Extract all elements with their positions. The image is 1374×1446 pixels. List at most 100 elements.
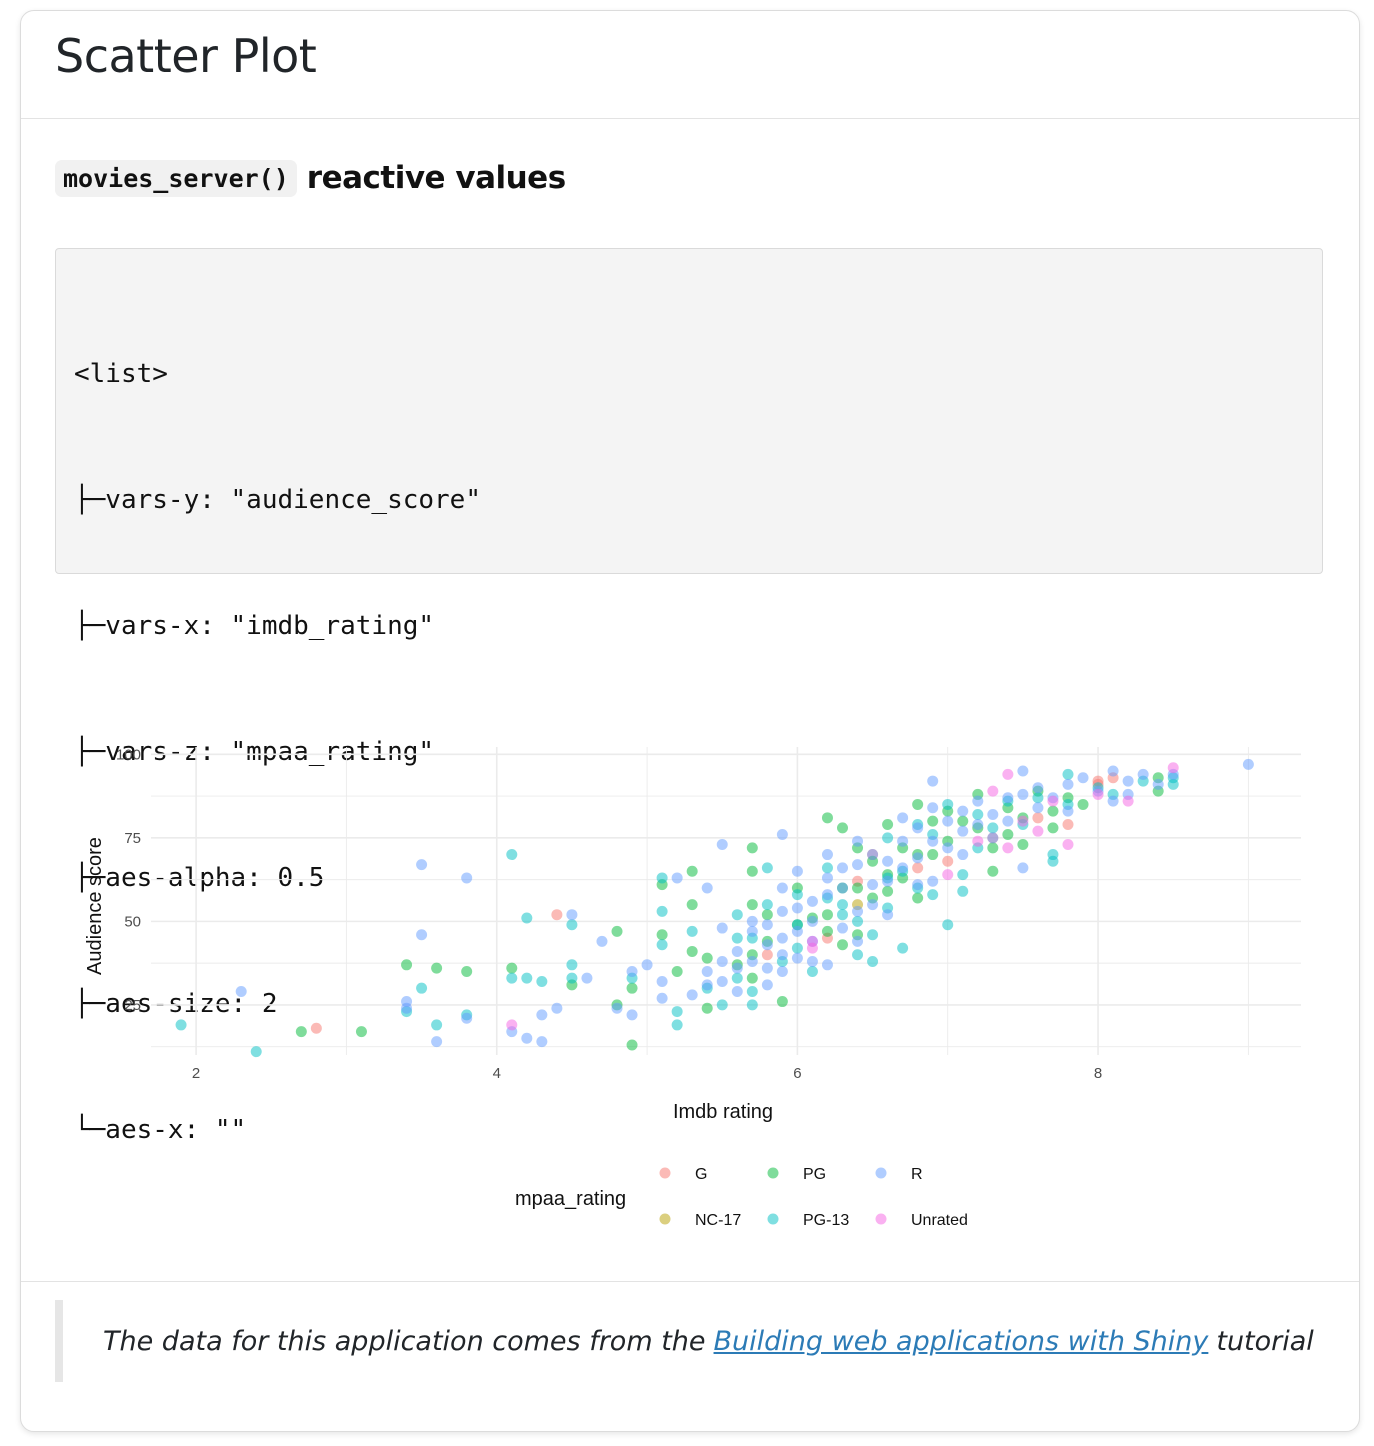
- data-point: [175, 1019, 187, 1031]
- data-point: [942, 815, 954, 827]
- y-tick-label: 25: [124, 997, 141, 1014]
- data-point: [521, 912, 533, 924]
- data-point: [1002, 815, 1014, 827]
- scatter-plot-card: Scatter Plot movies_server() reactive va…: [20, 10, 1360, 1432]
- data-point: [821, 889, 833, 901]
- shiny-tutorial-link[interactable]: Building web applications with Shiny: [713, 1325, 1209, 1357]
- data-point: [566, 919, 578, 931]
- x-tick-label: 4: [493, 1065, 501, 1082]
- data-point: [1017, 765, 1029, 777]
- data-point: [927, 802, 939, 814]
- data-point: [716, 976, 728, 988]
- reactive-values-output: <list> ├─vars-y: "audience_score" ├─vars…: [55, 248, 1323, 1145]
- data-point: [235, 986, 247, 998]
- data-point: [957, 805, 969, 817]
- data-point: [701, 952, 713, 964]
- scatter-plot: 2 4 6 8 25 50 75 100 Imdb rating Audience score…: [55, 731, 1325, 1255]
- data-point: [867, 955, 879, 967]
- data-point: [1002, 792, 1014, 804]
- data-point: [1032, 792, 1044, 804]
- data-point: [927, 815, 939, 827]
- data-points: [175, 758, 1254, 1058]
- data-point: [731, 972, 743, 984]
- code-line: ├─aes-size: 2: [74, 989, 278, 1019]
- data-point: [1107, 795, 1119, 807]
- data-point: [1002, 768, 1014, 780]
- data-point: [731, 932, 743, 944]
- data-point: [821, 909, 833, 921]
- data-point: [957, 849, 969, 861]
- data-point: [1047, 795, 1059, 807]
- data-point: [355, 1026, 367, 1038]
- y-axis-label: Audience score: [84, 837, 106, 975]
- legend-key: [767, 1167, 779, 1179]
- data-point: [776, 996, 788, 1008]
- data-point: [972, 818, 984, 830]
- legend-title: mpaa_rating: [515, 1188, 626, 1210]
- data-point: [972, 795, 984, 807]
- data-point: [927, 849, 939, 861]
- data-point: [1017, 788, 1029, 800]
- data-point: [1047, 822, 1059, 834]
- data-point: [686, 865, 698, 877]
- legend-key: [875, 1167, 887, 1179]
- data-point: [401, 959, 413, 971]
- legend-key: [659, 1213, 671, 1225]
- data-point: [731, 945, 743, 957]
- data-point: [611, 925, 623, 937]
- data-point: [837, 822, 849, 834]
- data-point: [1062, 805, 1074, 817]
- data-point: [821, 812, 833, 824]
- data-point: [1017, 815, 1029, 827]
- data-point: [927, 775, 939, 787]
- data-point: [1107, 765, 1119, 777]
- data-point: [806, 965, 818, 977]
- data-point: [957, 815, 969, 827]
- x-tick-label: 8: [1094, 1065, 1102, 1082]
- data-point: [987, 808, 999, 820]
- data-point: [1062, 768, 1074, 780]
- data-point: [821, 959, 833, 971]
- data-point: [1032, 825, 1044, 837]
- data-point: [821, 849, 833, 861]
- data-point: [942, 855, 954, 867]
- section-heading: movies_server() reactive values: [55, 156, 566, 200]
- data-point: [716, 922, 728, 934]
- data-point: [1047, 805, 1059, 817]
- data-point: [1002, 829, 1014, 841]
- data-point: [431, 1019, 443, 1031]
- data-point: [656, 929, 668, 941]
- data-point: [882, 818, 894, 830]
- data-point: [746, 915, 758, 927]
- data-point: [746, 999, 758, 1011]
- data-point: [1047, 849, 1059, 861]
- data-point: [1077, 798, 1089, 810]
- data-point: [882, 832, 894, 844]
- data-point: [957, 885, 969, 897]
- data-point: [731, 909, 743, 921]
- data-point: [761, 899, 773, 911]
- data-point: [806, 915, 818, 927]
- card-header: Scatter Plot: [21, 11, 1359, 119]
- data-point: [701, 1002, 713, 1014]
- data-point: [416, 982, 428, 994]
- data-point: [837, 909, 849, 921]
- data-point: [761, 939, 773, 951]
- data-point: [791, 952, 803, 964]
- data-point: [746, 925, 758, 937]
- axis-ticks: 2 4 6 8 25 50 75 100: [116, 746, 1102, 1082]
- legend-label: PG-13: [803, 1212, 849, 1229]
- data-point: [761, 909, 773, 921]
- legend-key: [659, 1167, 671, 1179]
- data-point: [536, 976, 548, 988]
- data-point: [1017, 839, 1029, 851]
- data-point: [776, 949, 788, 961]
- data-point: [1167, 762, 1179, 774]
- code-line: <list>: [74, 359, 168, 389]
- data-point: [776, 829, 788, 841]
- data-point: [746, 899, 758, 911]
- x-axis-label: Imdb rating: [673, 1101, 773, 1123]
- data-point: [731, 986, 743, 998]
- legend-items: G PG R NC-17 PG-13 Unrated: [659, 1166, 968, 1229]
- data-point: [776, 932, 788, 944]
